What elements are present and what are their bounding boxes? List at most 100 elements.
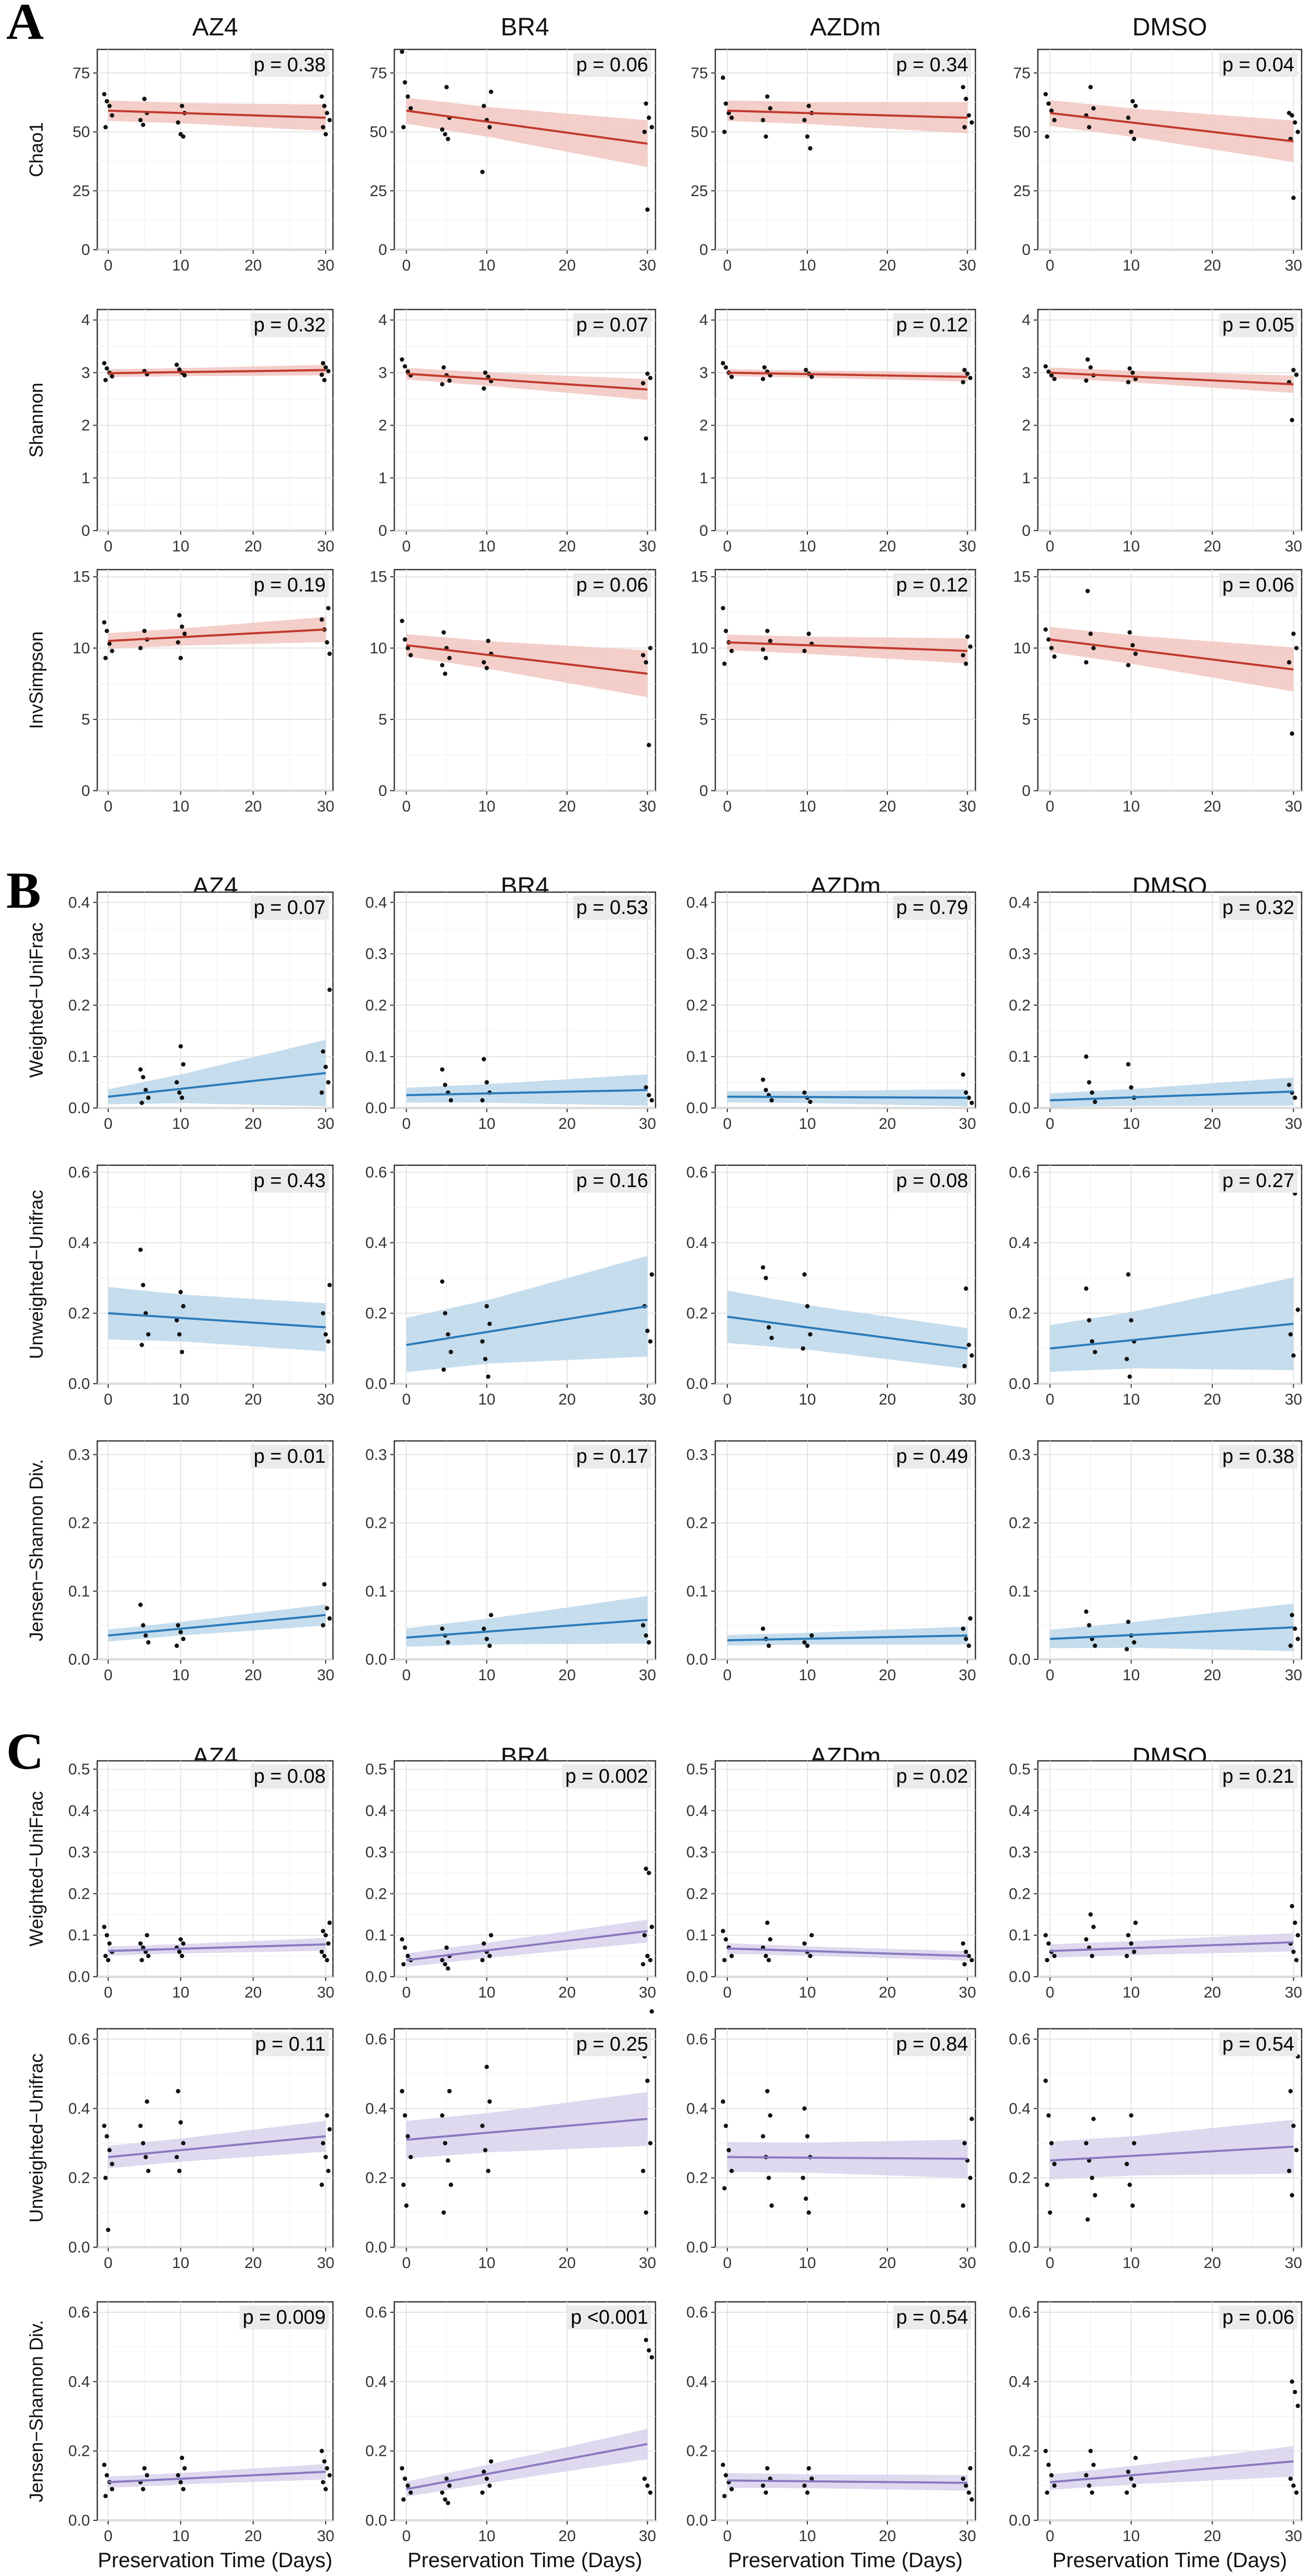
data-point: [319, 617, 324, 622]
regression-line: [406, 2118, 648, 2141]
confidence-band: [1050, 1933, 1294, 1958]
y-tick-label: 0.4: [1009, 1802, 1031, 1820]
data-point: [1088, 365, 1093, 370]
data-point: [480, 170, 485, 174]
y-tick-label: 0.2: [686, 1515, 708, 1532]
data-point: [761, 647, 765, 652]
x-tick-label: 10: [1123, 1667, 1140, 1684]
confidence-band: [727, 634, 968, 664]
data-point: [969, 1100, 974, 1105]
regression-line: [406, 109, 648, 145]
data-point: [802, 2106, 807, 2111]
data-point: [769, 2203, 774, 2208]
data-point: [644, 1866, 648, 1871]
column-title: AZ4: [192, 14, 238, 41]
data-point: [1087, 1318, 1091, 1323]
p-value-label: p = 0.05: [1223, 314, 1294, 336]
y-tick-label: 0: [81, 782, 90, 800]
data-point: [443, 2497, 447, 2502]
p-value-background: [893, 2305, 971, 2329]
x-tick-label: 0: [1046, 257, 1054, 274]
data-point: [138, 646, 143, 651]
x-tick-label: 30: [639, 538, 656, 555]
confidence-band: [406, 1256, 648, 1372]
data-point: [441, 2210, 446, 2215]
data-point: [400, 49, 405, 54]
data-point: [179, 104, 185, 108]
subplot-az4: 0 10 20 30 0.0 0.1 0.2 0.3 0.4 p = 0.07: [68, 891, 335, 1132]
regression-line: [406, 1930, 648, 1962]
data-point: [139, 1343, 144, 1347]
y-tick-label: 0: [699, 522, 708, 539]
x-tick-label: 20: [1204, 1391, 1221, 1408]
data-point: [961, 85, 966, 89]
subplot-azdm: 0 10 20 30 0 5 10 15 p = 0.12: [691, 569, 976, 815]
data-point: [766, 1325, 771, 1330]
data-point: [327, 2127, 332, 2132]
y-axis-label: Weighted−UniFrac: [25, 922, 47, 1077]
y-tick-label: 0.6: [686, 1164, 708, 1181]
data-point: [441, 365, 446, 370]
data-point: [481, 1626, 486, 1631]
x-tick-label: 0: [723, 1115, 732, 1132]
regression-line: [108, 1072, 326, 1098]
data-point: [1287, 111, 1292, 115]
data-point: [444, 1945, 449, 1950]
x-tick-label: 30: [959, 1391, 976, 1408]
data-point: [721, 75, 725, 80]
data-point: [146, 1096, 151, 1100]
data-point: [961, 2476, 966, 2481]
data-point: [484, 1080, 489, 1085]
data-point: [325, 2466, 329, 2471]
x-tick-label: 0: [1046, 1984, 1054, 2001]
data-point: [1133, 377, 1138, 381]
data-point: [102, 620, 107, 625]
data-point: [648, 1957, 653, 1963]
x-tick-label: 30: [317, 538, 334, 555]
data-point: [644, 2210, 648, 2215]
y-tick-label: 2: [699, 417, 708, 434]
y-tick-label: 0.0: [365, 1651, 387, 1668]
p-value-label: p = 0.17: [576, 1446, 648, 1467]
data-point: [176, 2089, 181, 2094]
data-point: [103, 2494, 108, 2498]
data-point: [1291, 196, 1296, 200]
subplot-br4: 0 10 20 30 0.0 0.1 0.2 0.3 0.4 p = 0.53: [365, 891, 657, 1132]
regression-line: [727, 371, 968, 378]
p-value-background: [893, 1169, 971, 1193]
data-point: [641, 1623, 646, 1628]
data-point: [319, 1949, 324, 1954]
data-point: [649, 1272, 654, 1277]
y-tick-label: 5: [1022, 711, 1031, 728]
x-tick-label: 20: [1204, 1667, 1221, 1684]
y-axis-label: Shannon: [25, 382, 47, 457]
data-point: [1295, 1933, 1301, 1938]
data-point: [327, 118, 332, 123]
data-point: [641, 2169, 646, 2173]
data-point: [1293, 120, 1297, 125]
y-tick-label: 3: [378, 364, 387, 381]
regression-line: [727, 1096, 968, 1099]
y-tick-label: 0.6: [68, 1164, 90, 1181]
x-tick-label: 10: [1123, 538, 1140, 555]
data-point: [1088, 85, 1093, 89]
x-tick-label: 0: [104, 1667, 113, 1684]
data-point: [178, 1937, 183, 1942]
data-point: [649, 1098, 654, 1103]
y-tick-label: 0.6: [1009, 2031, 1031, 2048]
p-value-background: [1219, 53, 1297, 77]
regression-line: [727, 109, 968, 119]
data-point: [401, 2497, 406, 2502]
p-value-label: p = 0.07: [576, 314, 648, 336]
data-point: [1290, 2193, 1294, 2198]
y-tick-label: 75: [1013, 65, 1031, 82]
regression-line: [1050, 1626, 1294, 1640]
data-point: [769, 1098, 774, 1103]
data-point: [809, 375, 814, 379]
data-point: [174, 1318, 179, 1323]
data-point: [803, 2196, 808, 2201]
data-point: [1091, 2117, 1096, 2121]
confidence-band: [108, 2464, 326, 2488]
data-point: [1088, 632, 1093, 636]
x-tick-label: 30: [317, 1984, 334, 2001]
